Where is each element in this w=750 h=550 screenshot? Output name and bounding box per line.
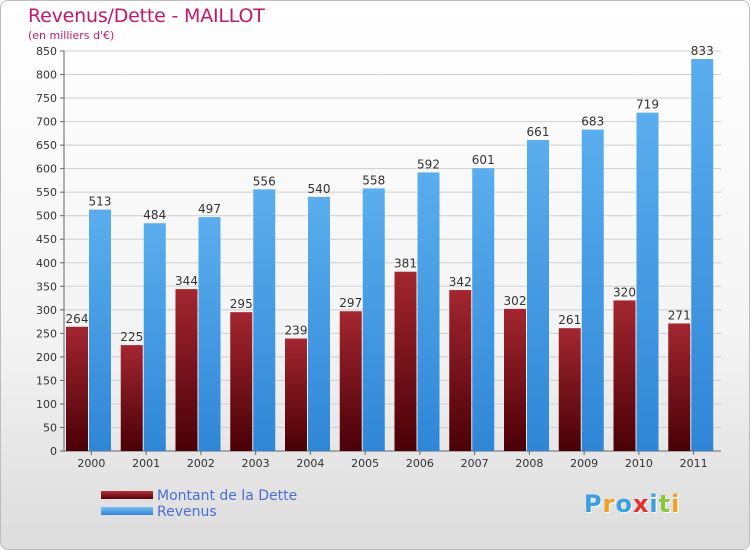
y-tick-label: 500: [36, 210, 57, 223]
data-label-dette: 225: [120, 330, 143, 344]
bar-revenus: [308, 196, 330, 451]
bar-dette: [558, 328, 581, 451]
data-label-revenus: 683: [581, 115, 604, 129]
bar-revenus: [89, 209, 111, 451]
data-label-dette: 239: [285, 324, 308, 338]
bar-revenus: [527, 139, 549, 452]
data-label-dette: 344: [175, 274, 198, 288]
y-tick-label: 650: [36, 139, 57, 152]
bar-dette: [504, 308, 526, 451]
bar-revenus: [143, 223, 166, 451]
bar-revenus: [472, 168, 495, 452]
x-tick-label: 2004: [296, 457, 324, 470]
x-tick-label: 2008: [515, 457, 543, 470]
data-label-dette: 302: [504, 294, 527, 308]
data-label-revenus: 484: [143, 208, 166, 222]
bar-revenus: [581, 129, 604, 451]
y-tick-label: 100: [36, 398, 57, 411]
y-tick-label: 600: [36, 163, 57, 176]
x-tick-label: 2007: [461, 457, 489, 470]
data-label-revenus: 601: [472, 153, 495, 167]
data-label-dette: 342: [449, 275, 472, 289]
bar-dette: [339, 311, 362, 451]
x-tick-label: 2011: [680, 457, 708, 470]
data-label-revenus: 497: [198, 202, 221, 216]
x-tick-label: 2000: [77, 457, 105, 470]
data-label-dette: 295: [230, 297, 253, 311]
chart-title: Revenus/Dette - MAILLOT: [28, 5, 265, 27]
y-tick-label: 700: [36, 116, 57, 129]
y-tick-label: 850: [36, 45, 57, 58]
x-tick-label: 2002: [187, 457, 215, 470]
bar-dette: [449, 290, 472, 451]
chart-subtitle: (en milliers d'€): [28, 29, 115, 42]
data-label-revenus: 513: [89, 195, 112, 209]
bar-dette: [668, 323, 691, 451]
y-tick-label: 150: [36, 374, 57, 387]
data-label-dette: 381: [394, 257, 417, 271]
bar-dette: [120, 345, 143, 451]
legend-swatch-dette: [101, 491, 153, 499]
bar-dette: [613, 300, 636, 451]
y-tick-label: 50: [43, 421, 57, 434]
bar-dette: [175, 289, 198, 451]
x-tick-label: 2006: [406, 457, 434, 470]
data-label-revenus: 556: [253, 174, 276, 188]
bar-revenus: [691, 59, 714, 451]
y-tick-label: 800: [36, 69, 57, 82]
y-tick-label: 300: [36, 304, 57, 317]
y-tick-label: 250: [36, 327, 57, 340]
y-tick-label: 750: [36, 92, 57, 105]
x-tick-label: 2001: [132, 457, 160, 470]
y-tick-label: 350: [36, 280, 57, 293]
bar-revenus: [198, 217, 221, 451]
bar-dette: [285, 338, 307, 451]
proxiti-logo: Proxiti: [584, 490, 681, 518]
data-label-dette: 271: [668, 308, 691, 322]
x-tick-label: 2009: [570, 457, 598, 470]
data-label-dette: 320: [613, 285, 636, 299]
data-label-revenus: 719: [636, 98, 659, 112]
bar-dette: [394, 271, 417, 451]
data-label-revenus: 661: [527, 125, 550, 139]
x-tick-label: 2010: [625, 457, 653, 470]
bar-revenus: [417, 172, 440, 452]
y-tick-label: 0: [50, 445, 57, 458]
data-label-revenus: 558: [362, 173, 385, 187]
y-tick-label: 550: [36, 186, 57, 199]
legend-label-dette: Montant de la Dette: [157, 488, 298, 504]
y-tick-label: 200: [36, 351, 57, 364]
bar-dette: [66, 326, 88, 451]
data-label-revenus: 540: [308, 182, 331, 196]
data-label-dette: 264: [66, 312, 89, 326]
legend-label-revenus: Revenus: [157, 504, 217, 520]
x-tick-label: 2005: [351, 457, 379, 470]
y-tick-label: 450: [36, 233, 57, 246]
bar-revenus: [636, 112, 659, 451]
y-tick-label: 400: [36, 257, 57, 270]
data-label-dette: 261: [558, 313, 581, 327]
x-tick-label: 2003: [242, 457, 270, 470]
legend-swatch-revenus: [101, 507, 153, 515]
data-label-revenus: 592: [417, 157, 440, 171]
bar-revenus: [362, 188, 385, 452]
data-label-revenus: 833: [691, 44, 714, 58]
data-label-dette: 297: [339, 296, 362, 310]
bar-dette: [230, 312, 253, 451]
bar-revenus: [253, 189, 276, 451]
